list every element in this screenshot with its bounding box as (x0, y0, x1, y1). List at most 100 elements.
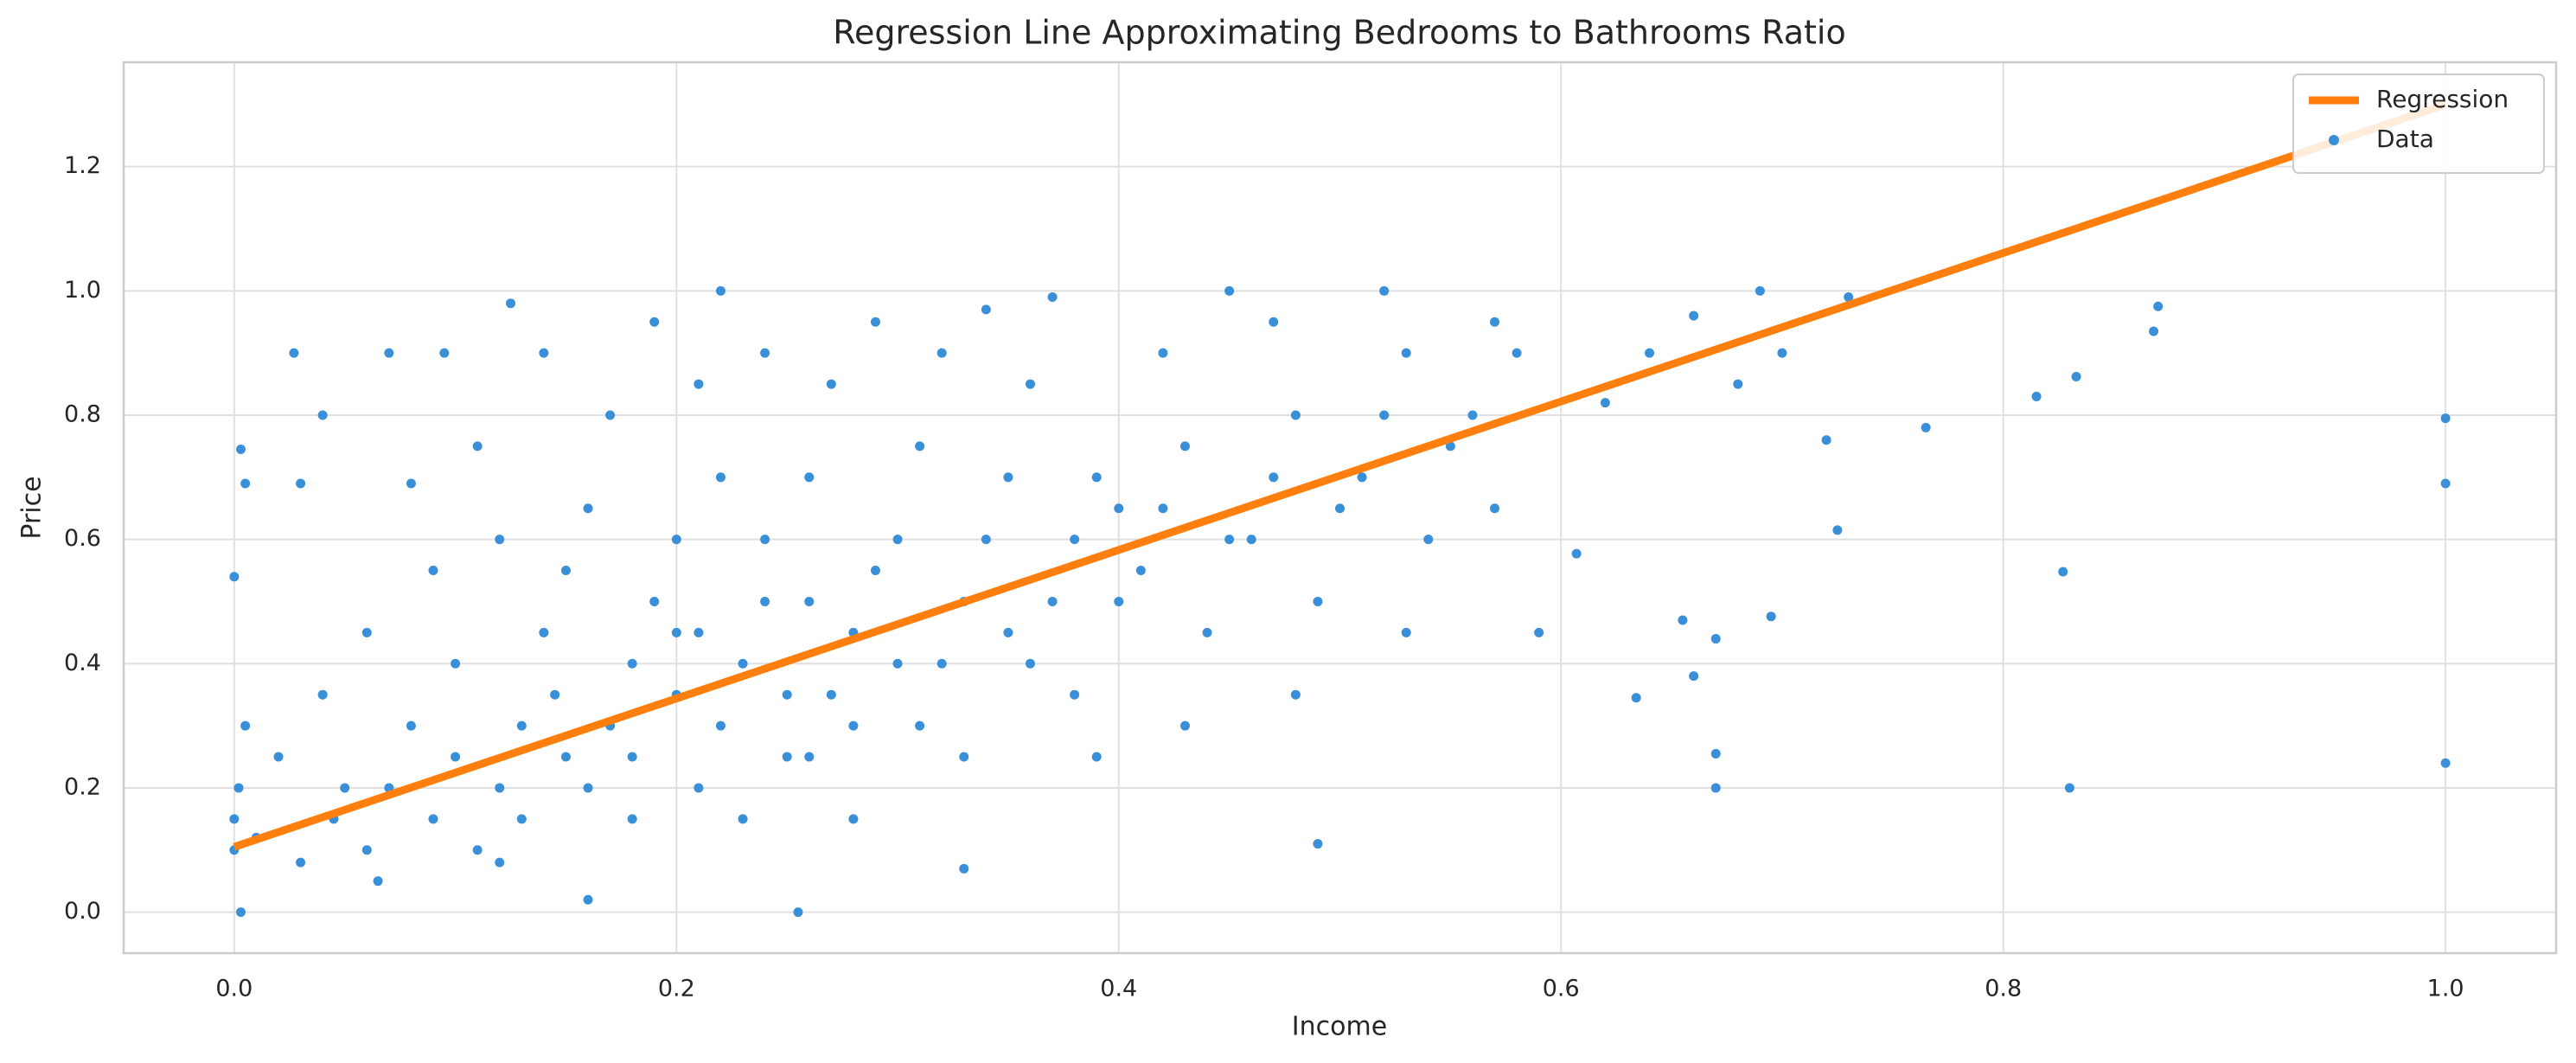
legend-label: Regression (2376, 85, 2509, 113)
data-point (236, 907, 246, 918)
data-point (848, 814, 859, 824)
data-point (627, 658, 637, 669)
data-point (1645, 348, 1655, 358)
data-point (361, 845, 372, 855)
data-point (1070, 535, 1080, 545)
legend-dot (2329, 135, 2339, 145)
data-point (2071, 371, 2081, 381)
data-point (236, 444, 246, 454)
data-point (361, 627, 372, 637)
data-point (1921, 422, 1931, 432)
x-tick-label: 0.8 (1985, 976, 2022, 1002)
data-point (1777, 348, 1787, 358)
data-point (760, 596, 770, 606)
data-point (1689, 311, 1699, 321)
x-tick-label: 0.0 (215, 976, 252, 1002)
data-point (233, 783, 244, 793)
data-point (1269, 317, 1279, 327)
data-point (428, 566, 438, 576)
data-point (495, 857, 505, 868)
data-point (1091, 752, 1102, 762)
data-point (1821, 435, 1831, 445)
data-point (451, 658, 461, 669)
data-point (804, 752, 815, 762)
y-tick-label: 0.6 (64, 525, 101, 552)
data-point (1179, 720, 1190, 731)
data-point (384, 348, 394, 358)
data-point (870, 566, 880, 576)
data-point (1689, 671, 1699, 682)
data-point (1755, 285, 1765, 296)
y-tick-label: 0.0 (64, 898, 101, 925)
data-point (1710, 634, 1721, 644)
data-point (1512, 348, 1522, 358)
data-point (892, 535, 903, 545)
data-point (1571, 548, 1582, 559)
data-point (1423, 535, 1434, 545)
data-point (760, 535, 770, 545)
data-point (2440, 413, 2451, 424)
regression-line (233, 100, 2447, 851)
data-point (715, 720, 725, 731)
data-point (1766, 612, 1776, 622)
data-point (273, 752, 284, 762)
data-point (1135, 566, 1146, 576)
data-point (1224, 535, 1235, 545)
data-point (694, 783, 704, 793)
x-tick-label: 0.4 (1100, 976, 1137, 1002)
x-tick-label: 0.2 (658, 976, 695, 1002)
data-point (1379, 410, 1390, 420)
x-axis-label: Income (1292, 1012, 1387, 1042)
data-point (229, 572, 240, 582)
data-point (495, 783, 505, 793)
data-point (2440, 478, 2451, 489)
data-point (1844, 292, 1854, 303)
data-point (1401, 627, 1411, 637)
data-point (1710, 748, 1721, 759)
data-point (472, 441, 483, 451)
data-point (981, 535, 991, 545)
data-point (1003, 472, 1013, 483)
data-point (1710, 783, 1721, 793)
data-point (671, 535, 681, 545)
data-point (804, 596, 815, 606)
data-point (1832, 525, 1843, 535)
data-point (1313, 596, 1323, 606)
chart-title: Regression Line Approximating Bedrooms t… (833, 14, 1845, 52)
data-point (649, 596, 660, 606)
plot-frame (122, 61, 2558, 955)
data-point (627, 752, 637, 762)
data-point (2064, 783, 2074, 793)
data-point (1631, 693, 1641, 703)
data-point (2153, 301, 2164, 311)
y-tick-label: 0.2 (64, 773, 101, 800)
data-point (782, 689, 792, 700)
data-point (936, 658, 947, 669)
data-point (782, 752, 792, 762)
y-tick-label: 0.8 (64, 400, 101, 427)
data-point (2058, 567, 2068, 577)
data-point (694, 627, 704, 637)
data-point (296, 478, 306, 489)
data-point (1290, 689, 1301, 700)
data-point (428, 814, 438, 824)
x-tick-label: 0.6 (1543, 976, 1580, 1002)
data-point (289, 348, 299, 358)
data-point (516, 720, 527, 731)
data-point (373, 876, 383, 887)
data-point (560, 566, 571, 576)
data-point (1678, 615, 1688, 625)
data-point (1202, 627, 1212, 637)
data-point (1379, 285, 1390, 296)
data-point (1246, 535, 1256, 545)
data-point (2031, 391, 2042, 401)
data-point (495, 535, 505, 545)
data-point (1179, 441, 1190, 451)
data-point (1490, 503, 1500, 514)
data-point (793, 907, 803, 918)
data-point (317, 410, 328, 420)
data-point (583, 503, 593, 514)
data-point (694, 379, 704, 389)
